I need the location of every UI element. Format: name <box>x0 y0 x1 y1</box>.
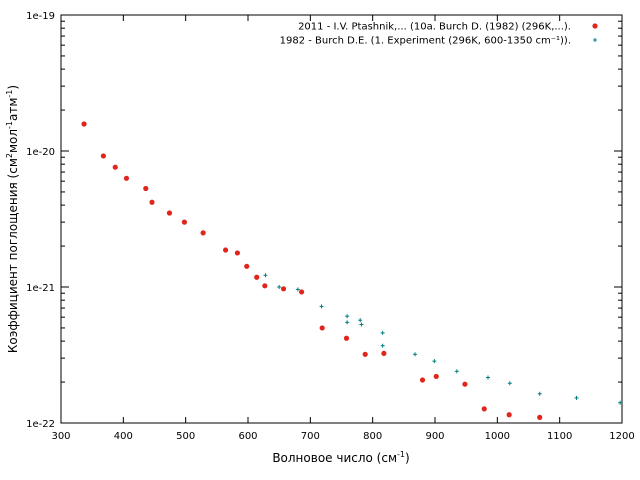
data-points <box>81 121 623 420</box>
data-point-s0 <box>433 373 439 380</box>
data-point-s0 <box>100 153 106 159</box>
data-point-s1 <box>263 273 268 278</box>
data-point-s0 <box>166 210 173 216</box>
data-point-s1 <box>358 318 363 323</box>
data-point-s1 <box>413 352 418 357</box>
data-point-s0 <box>481 406 487 412</box>
data-point-s1 <box>345 320 350 325</box>
y-axis-label: Коэффициент поглощения (см2мол-1атм-1) <box>5 85 20 353</box>
data-point-s1 <box>277 285 282 289</box>
y-tick-label: 1e-22 <box>26 419 55 430</box>
data-point-s0 <box>143 185 149 192</box>
data-point-s0 <box>149 199 155 205</box>
y-tick-label: 1e-19 <box>26 11 55 22</box>
data-point-s0 <box>462 381 468 387</box>
x-tick-label: 700 <box>301 431 320 442</box>
x-tick-labels: 300 400 500 600 700 800 900 1000 1100 1200 <box>51 431 634 442</box>
data-point-s0 <box>343 335 350 341</box>
data-point-s1 <box>380 330 385 335</box>
data-point-s1 <box>319 304 324 309</box>
data-point-s1 <box>345 314 350 319</box>
data-point-s1 <box>618 400 623 405</box>
x-tick-label: 1200 <box>609 431 634 442</box>
x-tick-label: 500 <box>176 431 195 442</box>
data-point-s0 <box>181 219 188 225</box>
data-point-s0 <box>299 289 305 295</box>
plot-frame <box>60 14 623 424</box>
data-point-s0 <box>319 325 325 331</box>
x-tick-label: 1100 <box>547 431 572 442</box>
x-tick-label: 900 <box>425 431 444 442</box>
data-point-s0 <box>200 230 206 236</box>
data-point-s1 <box>574 395 579 400</box>
data-point-s1 <box>359 322 364 327</box>
x-tick-label: 300 <box>51 431 70 442</box>
legend-marker <box>593 38 597 42</box>
data-point-s1 <box>432 359 437 364</box>
data-point-s0 <box>81 121 87 127</box>
data-point-s0 <box>234 250 241 256</box>
legend-entry-label: 2011 - I.V. Ptashnik,... (10a. Burch D. … <box>298 22 571 33</box>
data-point-s0 <box>123 175 130 181</box>
axis-ticks <box>60 14 623 424</box>
y-tick-label: 1e-21 <box>26 283 55 294</box>
data-point-s1 <box>380 343 385 348</box>
data-point-s0 <box>222 247 229 253</box>
x-axis-label: Волновое число (см-1) <box>272 450 409 465</box>
data-point-s0 <box>112 164 118 170</box>
x-tick-label: 600 <box>238 431 257 442</box>
x-tick-label: 1000 <box>485 431 510 442</box>
data-point-s0 <box>244 263 250 269</box>
data-point-s0 <box>254 274 260 280</box>
data-point-s1 <box>537 391 542 396</box>
legend-marker <box>592 23 598 29</box>
x-tick-label: 800 <box>363 431 382 442</box>
y-tick-labels: 1e-22 1e-21 1e-20 1e-19 <box>26 11 55 430</box>
data-point-s0 <box>506 412 512 418</box>
legend-entry-label: 1982 - Burch D.E. (1. Experiment (296K, … <box>280 36 571 47</box>
data-point-s0 <box>262 283 268 289</box>
legend: 2011 - I.V. Ptashnik,... (10a. Burch D. … <box>280 22 598 47</box>
data-point-s1 <box>295 287 300 292</box>
data-point-s0 <box>419 377 426 383</box>
data-point-s0 <box>381 350 387 356</box>
data-point-s0 <box>362 351 368 357</box>
data-point-s1 <box>507 381 512 386</box>
data-point-s1 <box>454 369 459 374</box>
data-point-s0 <box>280 286 287 292</box>
x-tick-label: 400 <box>114 431 133 442</box>
data-point-s1 <box>485 375 490 380</box>
y-tick-label: 1e-20 <box>26 147 55 158</box>
data-point-s0 <box>537 414 543 420</box>
